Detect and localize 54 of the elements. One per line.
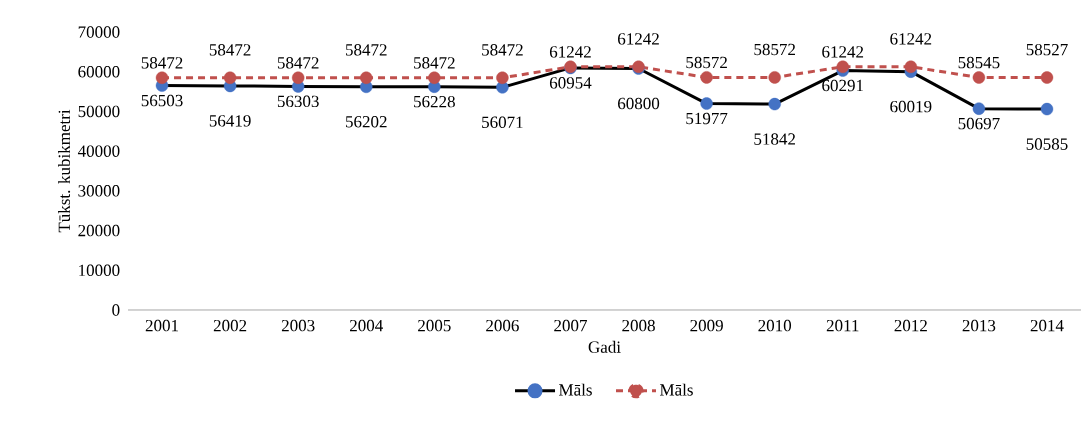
data-label: 51842: [754, 133, 795, 145]
data-label: 58472: [209, 44, 251, 56]
data-label: 60800: [618, 97, 660, 110]
data-label: 58472: [414, 57, 455, 69]
data-label: 56503: [141, 94, 183, 107]
data-label: 56202: [345, 115, 387, 128]
data-label: 58527: [1026, 43, 1068, 56]
data-label: 58472: [482, 44, 523, 56]
data-label: 61242: [822, 46, 864, 58]
y-tick-label: 10000: [79, 264, 120, 277]
x-tick-label: 2005: [418, 319, 451, 332]
x-tick-label: 2002: [213, 319, 247, 332]
x-tick-label: 2008: [622, 319, 655, 332]
y-tick-label: 70000: [78, 26, 120, 38]
y-tick-label: 20000: [78, 224, 120, 237]
data-label: 61242: [618, 33, 659, 45]
data-label: 58472: [345, 44, 387, 56]
data-label: 60291: [822, 79, 863, 92]
data-label: 56071: [482, 116, 523, 128]
y-axis-title: Tūkst. kubikmetri: [58, 109, 71, 233]
x-tick-label: 2011: [826, 319, 859, 332]
x-tick-label: 2009: [690, 319, 723, 332]
x-tick-label: 2010: [758, 319, 792, 332]
legend-label: Māls: [659, 383, 693, 396]
x-tick-label: 2003: [281, 319, 315, 332]
data-label: 56228: [414, 95, 455, 108]
x-tick-label: 2014: [1030, 319, 1064, 332]
data-label: 51977: [686, 112, 728, 125]
data-label: 50585: [1026, 138, 1068, 150]
data-label: 61242: [549, 46, 591, 58]
x-tick-label: 2007: [554, 319, 587, 332]
x-tick-label: 2006: [486, 319, 519, 332]
y-tick-label: 30000: [78, 185, 120, 197]
legend-label: Māls: [559, 383, 592, 396]
data-label: 58472: [141, 57, 183, 69]
data-label: 58545: [958, 56, 1000, 69]
x-tick-label: 2004: [350, 319, 383, 332]
y-tick-label: 40000: [77, 145, 120, 157]
data-label: 50697: [958, 117, 1000, 130]
data-label: 58572: [754, 43, 795, 56]
data-label: 61242: [890, 33, 932, 45]
y-tick-label: 0: [112, 304, 120, 316]
data-label: 58472: [277, 57, 319, 69]
x-tick-label: 2013: [962, 319, 996, 332]
data-label: 60954: [549, 77, 592, 89]
x-tick-label: 2012: [894, 319, 927, 332]
data-label: 56419: [209, 115, 251, 127]
y-tick-label: 60000: [78, 65, 120, 78]
data-label: 58572: [686, 56, 727, 69]
data-label: 56303: [277, 95, 319, 108]
y-tick-label: 50000: [78, 105, 120, 118]
x-axis-title: Gadi: [588, 340, 621, 353]
x-tick-label: 2001: [145, 319, 179, 332]
data-label: 60019: [890, 100, 932, 113]
